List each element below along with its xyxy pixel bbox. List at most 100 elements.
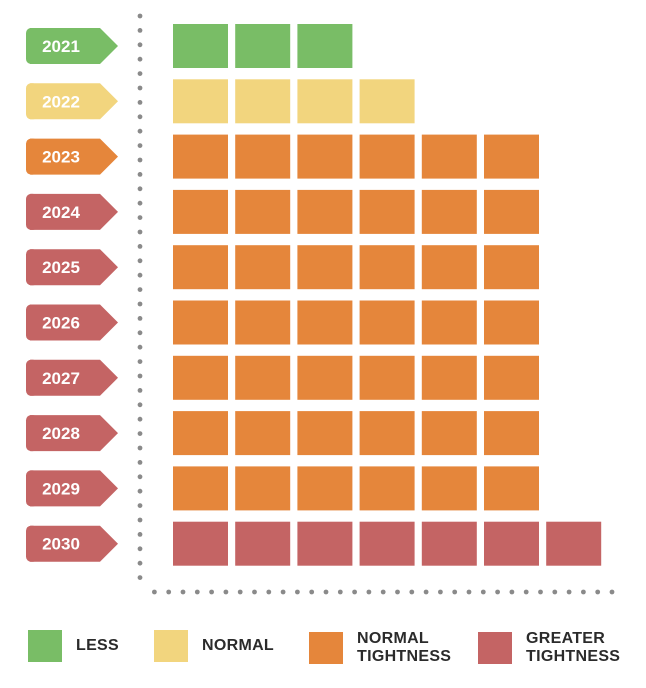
year-tag-2026 <box>30 304 118 341</box>
unit-box-2021-2 <box>235 24 291 68</box>
x-axis-dot <box>409 589 415 595</box>
unit-box-2021-1 <box>173 24 228 68</box>
unit-box-2030-3 <box>297 521 353 566</box>
unit-box-2025-3 <box>297 245 353 290</box>
x-axis-dot <box>166 589 172 595</box>
year-label-2028: 2028 <box>42 424 80 443</box>
unit-box-2024-5 <box>421 189 477 234</box>
year-tag-2029 <box>30 470 118 507</box>
unit-box-2027-2 <box>235 355 291 400</box>
unit-box-2026-1 <box>173 300 228 345</box>
y-axis-dot <box>137 272 143 278</box>
y-axis-dot <box>137 172 143 177</box>
unit-box-2029-1 <box>173 466 228 511</box>
unit-box-2027-5 <box>421 355 477 400</box>
unit-box-2023-3 <box>297 134 353 179</box>
x-axis-dot <box>295 589 300 595</box>
y-axis-dot <box>137 532 143 537</box>
year-tag-corner <box>26 359 38 396</box>
y-axis-dot <box>137 114 143 120</box>
unit-box-2024-2 <box>235 189 291 234</box>
y-axis-dot <box>137 460 143 465</box>
unit-box-2027-6 <box>484 355 539 400</box>
y-axis-dot <box>137 229 143 235</box>
legend-item-greater-tightness: GREATER TIGHTNESS <box>478 630 620 666</box>
unit-box-2030-2 <box>235 521 291 566</box>
y-axis-dot <box>137 244 143 249</box>
year-label-2029: 2029 <box>42 479 80 498</box>
x-axis-dot <box>509 589 515 595</box>
unit-box-2026-3 <box>297 300 353 345</box>
x-axis-dot <box>566 589 572 595</box>
unit-box-2028-5 <box>421 411 477 456</box>
x-axis-dot <box>538 589 543 595</box>
year-label-2027: 2027 <box>42 369 80 388</box>
unit-box-2029-4 <box>359 466 415 511</box>
unit-box-2028-3 <box>297 411 353 456</box>
y-axis-dot <box>137 373 143 379</box>
unit-box-2022-2 <box>235 79 291 124</box>
y-axis-dot <box>137 575 143 580</box>
y-axis-dot <box>137 186 143 192</box>
unit-box-2024-1 <box>173 189 228 234</box>
x-axis-dot <box>337 589 343 595</box>
year-tag-corner <box>26 193 38 230</box>
y-axis-dot <box>137 215 143 221</box>
y-axis-dot <box>137 301 143 307</box>
unit-box-2022-1 <box>173 79 228 124</box>
unit-box-2025-4 <box>359 245 415 290</box>
year-tag-2030 <box>30 525 118 562</box>
y-axis-dot <box>137 546 143 552</box>
unit-box-2025-5 <box>421 245 477 290</box>
y-axis-dot <box>137 143 143 149</box>
unit-box-2023-6 <box>484 134 539 179</box>
y-axis-dot <box>137 416 143 422</box>
x-axis-dot <box>495 589 500 595</box>
x-axis-dot <box>466 589 472 595</box>
x-axis-dot <box>452 589 458 595</box>
year-label-2030: 2030 <box>42 535 80 554</box>
unit-box-2028-1 <box>173 411 228 456</box>
y-axis-dot <box>137 100 143 105</box>
unit-box-2030-5 <box>421 521 477 566</box>
x-axis-dot <box>237 589 243 595</box>
unit-box-2023-5 <box>421 134 477 179</box>
x-axis-dot <box>280 589 286 595</box>
unit-box-2028-4 <box>359 411 415 456</box>
x-axis-dot <box>395 589 400 595</box>
unit-box-2024-4 <box>359 189 415 234</box>
y-axis-dot <box>137 402 143 408</box>
x-axis-dot <box>523 589 529 595</box>
x-axis-dot <box>194 589 200 595</box>
y-axis-dot <box>137 474 143 480</box>
legend-swatch-less <box>28 630 62 662</box>
year-tag-2025 <box>30 249 118 286</box>
unit-box-2023-4 <box>359 134 415 179</box>
year-label-2024: 2024 <box>42 203 80 222</box>
unit-box-2022-3 <box>297 79 353 124</box>
unit-box-2025-2 <box>235 245 291 290</box>
y-axis-dot <box>137 85 143 91</box>
x-axis-dot <box>223 589 229 595</box>
y-axis-dot <box>137 359 143 364</box>
x-axis-dot <box>423 589 429 595</box>
x-axis-dot <box>323 589 329 595</box>
y-axis-dot <box>137 42 143 48</box>
unit-box-2025-6 <box>484 245 539 290</box>
x-axis-dot <box>366 589 372 595</box>
x-axis-dot <box>609 589 615 595</box>
year-tag-2021 <box>30 28 118 64</box>
unit-box-2030-1 <box>173 521 228 566</box>
unit-box-2027-1 <box>173 355 228 400</box>
year-tag-2027 <box>30 359 118 396</box>
legend-label-greater-tightness: GREATER TIGHTNESS <box>526 630 621 665</box>
x-axis-dot <box>266 589 272 595</box>
year-tag-2024 <box>30 193 118 230</box>
unit-box-2027-4 <box>359 355 415 400</box>
y-axis-dot <box>137 71 143 76</box>
y-axis-dot <box>137 258 143 264</box>
year-tag-2023 <box>30 138 118 175</box>
legend-item-normal: NORMAL <box>154 630 274 662</box>
x-axis-dot <box>209 589 215 595</box>
unit-box-2025-1 <box>173 245 228 290</box>
